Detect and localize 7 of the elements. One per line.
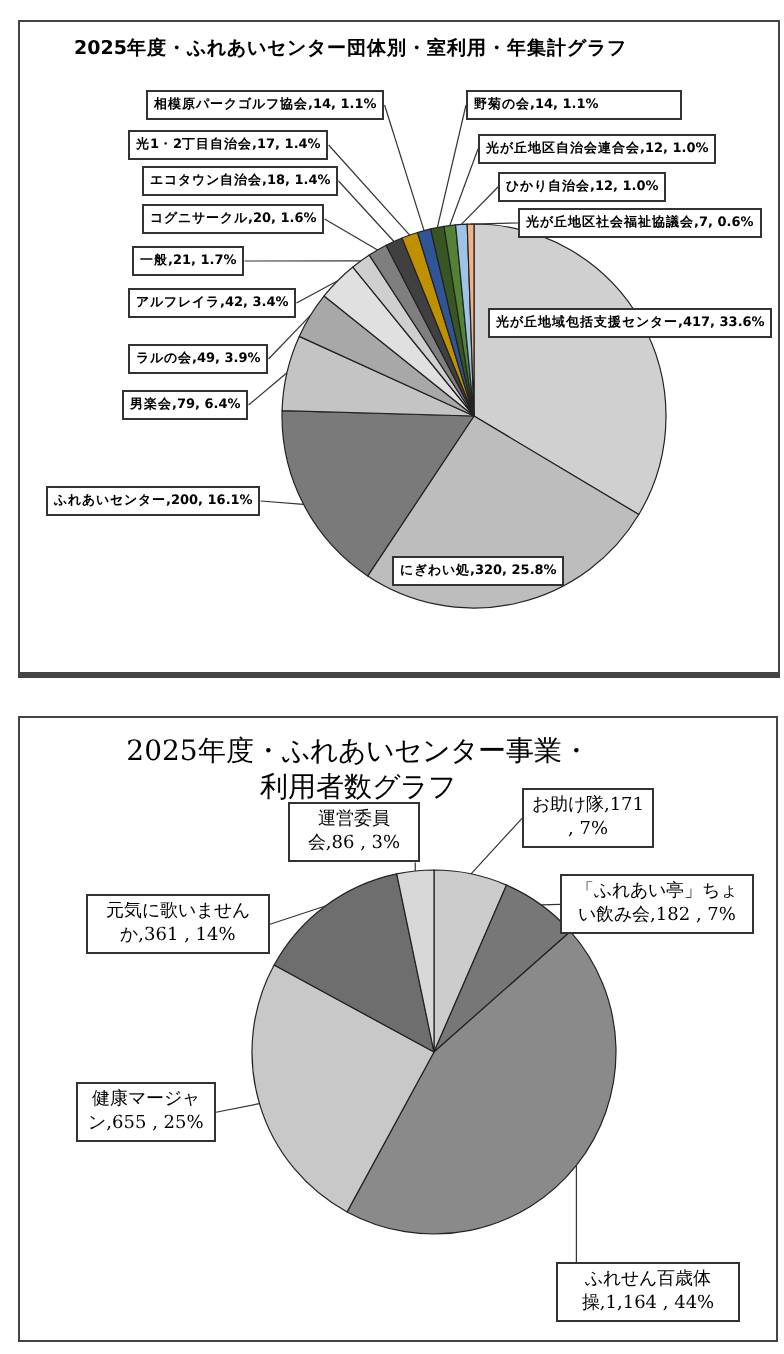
slice-label: ふれせん百歳体操,1,164 , 44% <box>556 1262 740 1323</box>
slice-label: 健康マージャン,655 , 25% <box>76 1082 216 1143</box>
slice-label: お助け隊,171 , 7% <box>522 788 654 849</box>
slice-label: 元気に歌いませんか,361 , 14% <box>86 894 270 955</box>
chart-title: 2025年度・ふれあいセンター団体別・室利用・年集計グラフ <box>74 36 629 62</box>
slice-label: 「ふれあい亭」ちょい飲み会,182 , 7% <box>560 874 754 935</box>
slice-label: 運営委員会,86 , 3% <box>288 802 420 863</box>
